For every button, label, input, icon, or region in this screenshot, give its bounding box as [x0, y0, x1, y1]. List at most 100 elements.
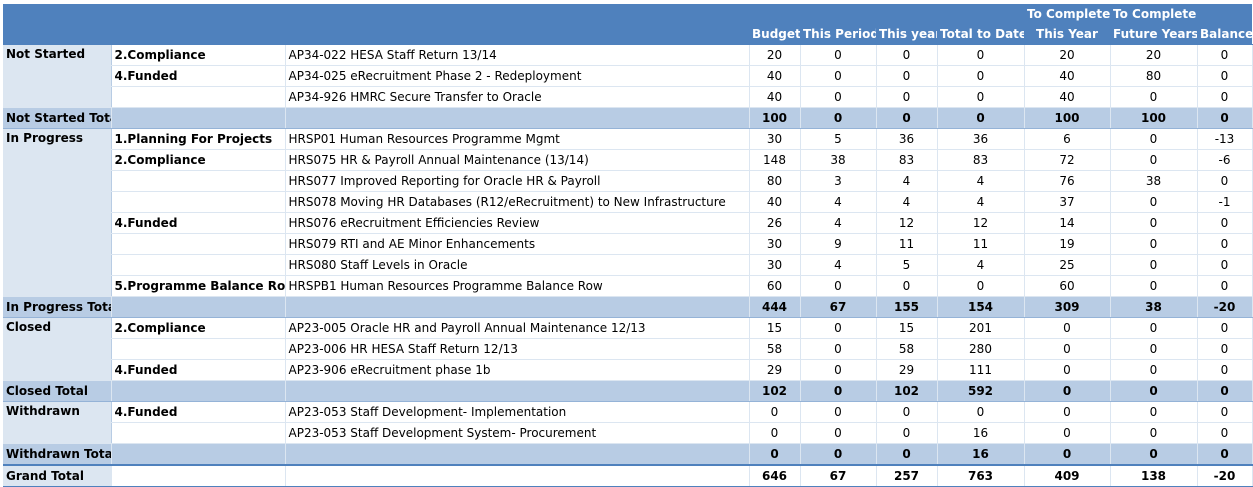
to-complete-this-year-cell[interactable]: 60: [1023, 275, 1111, 297]
this-period-cell[interactable]: 3: [799, 170, 877, 192]
this-period-cell[interactable]: 4: [799, 254, 877, 276]
balance-cell[interactable]: -20: [1196, 296, 1253, 318]
status-cell[interactable]: [3, 212, 112, 234]
to-complete-this-year-cell[interactable]: 0: [1023, 380, 1111, 402]
total-to-date-cell[interactable]: 16: [936, 422, 1025, 444]
budget-cell[interactable]: 40: [748, 65, 801, 87]
total-to-date-cell[interactable]: 12: [936, 212, 1025, 234]
balance-cell[interactable]: -1: [1196, 191, 1253, 213]
project-cell[interactable]: AP23-006 HR HESA Staff Return 12/13: [285, 338, 750, 360]
to-complete-this-year-cell[interactable]: 72: [1023, 149, 1111, 171]
status-cell[interactable]: Withdrawn: [3, 401, 112, 423]
category-cell[interactable]: [111, 191, 286, 213]
to-complete-future-years-cell[interactable]: 0: [1109, 317, 1198, 339]
category-cell[interactable]: [111, 296, 286, 318]
total-to-date-cell[interactable]: 201: [936, 317, 1025, 339]
to-complete-this-year-cell[interactable]: 40: [1023, 86, 1111, 108]
total-to-date-cell[interactable]: 36: [936, 128, 1025, 150]
category-cell[interactable]: [111, 464, 286, 487]
this-year-cell[interactable]: 15: [875, 317, 938, 339]
to-complete-future-years-cell[interactable]: 0: [1109, 380, 1198, 402]
header-cell[interactable]: [1197, 4, 1252, 24]
this-period-cell[interactable]: 0: [799, 338, 877, 360]
total-to-date-cell[interactable]: 763: [936, 464, 1025, 487]
status-cell[interactable]: [3, 254, 112, 276]
this-period-cell[interactable]: 5: [799, 128, 877, 150]
total-to-date-cell[interactable]: 592: [936, 380, 1025, 402]
balance-cell[interactable]: -13: [1196, 128, 1253, 150]
budget-cell[interactable]: 0: [748, 443, 801, 466]
header-to-complete-future-years[interactable]: Future Years: [1110, 24, 1197, 45]
project-cell[interactable]: HRS080 Staff Levels in Oracle: [285, 254, 750, 276]
project-cell[interactable]: AP34-926 HMRC Secure Transfer to Oracle: [285, 86, 750, 108]
project-cell[interactable]: AP23-053 Staff Development System- Procu…: [285, 422, 750, 444]
status-cell[interactable]: Withdrawn Total: [3, 443, 112, 466]
budget-cell[interactable]: 148: [748, 149, 801, 171]
balance-cell[interactable]: 0: [1196, 275, 1253, 297]
project-cell[interactable]: [285, 296, 750, 318]
total-to-date-cell[interactable]: 111: [936, 359, 1025, 381]
header-to-complete-this-year-line1[interactable]: To Complete: [1024, 4, 1110, 24]
project-cell[interactable]: HRS077 Improved Reporting for Oracle HR …: [285, 170, 750, 192]
this-period-cell[interactable]: 9: [799, 233, 877, 255]
budget-cell[interactable]: 100: [748, 107, 801, 129]
header-cell[interactable]: [3, 4, 111, 24]
to-complete-this-year-cell[interactable]: 19: [1023, 233, 1111, 255]
total-to-date-cell[interactable]: 0: [936, 65, 1025, 87]
balance-cell[interactable]: 0: [1196, 212, 1253, 234]
to-complete-future-years-cell[interactable]: 38: [1109, 170, 1198, 192]
to-complete-future-years-cell[interactable]: 0: [1109, 275, 1198, 297]
this-year-cell[interactable]: 4: [875, 170, 938, 192]
header-total-to-date[interactable]: Total to Date: [937, 24, 1024, 45]
balance-cell[interactable]: -20: [1196, 464, 1253, 487]
this-year-cell[interactable]: 0: [875, 86, 938, 108]
status-cell[interactable]: Not Started: [3, 44, 112, 66]
this-period-cell[interactable]: 0: [799, 86, 877, 108]
budget-cell[interactable]: 102: [748, 380, 801, 402]
this-period-cell[interactable]: 67: [799, 296, 877, 318]
project-cell[interactable]: AP23-906 eRecruitment phase 1b: [285, 359, 750, 381]
to-complete-future-years-cell[interactable]: 0: [1109, 128, 1198, 150]
project-cell[interactable]: AP23-053 Staff Development- Implementati…: [285, 401, 750, 423]
status-cell[interactable]: In Progress: [3, 128, 112, 150]
total-to-date-cell[interactable]: 0: [936, 44, 1025, 66]
project-cell[interactable]: [285, 464, 750, 487]
balance-cell[interactable]: 0: [1196, 44, 1253, 66]
total-to-date-cell[interactable]: 0: [936, 275, 1025, 297]
to-complete-this-year-cell[interactable]: 76: [1023, 170, 1111, 192]
category-cell[interactable]: [111, 86, 286, 108]
this-year-cell[interactable]: 58: [875, 338, 938, 360]
this-year-cell[interactable]: 0: [875, 443, 938, 466]
status-cell[interactable]: Closed: [3, 317, 112, 339]
total-to-date-cell[interactable]: 4: [936, 170, 1025, 192]
budget-cell[interactable]: 30: [748, 128, 801, 150]
status-cell[interactable]: [3, 170, 112, 192]
project-cell[interactable]: [285, 443, 750, 466]
this-year-cell[interactable]: 102: [875, 380, 938, 402]
budget-cell[interactable]: 58: [748, 338, 801, 360]
this-year-cell[interactable]: 83: [875, 149, 938, 171]
total-to-date-cell[interactable]: 16: [936, 443, 1025, 466]
this-period-cell[interactable]: 38: [799, 149, 877, 171]
status-cell[interactable]: [3, 65, 112, 87]
category-cell[interactable]: 1.Planning For Projects: [111, 128, 286, 150]
category-cell[interactable]: 4.Funded: [111, 212, 286, 234]
budget-cell[interactable]: 0: [748, 422, 801, 444]
this-period-cell[interactable]: 0: [799, 401, 877, 423]
header-cell[interactable]: [111, 4, 285, 24]
to-complete-future-years-cell[interactable]: 0: [1109, 422, 1198, 444]
header-cell[interactable]: [111, 24, 285, 45]
balance-cell[interactable]: 0: [1196, 401, 1253, 423]
to-complete-future-years-cell[interactable]: 0: [1109, 443, 1198, 466]
balance-cell[interactable]: 0: [1196, 233, 1253, 255]
category-cell[interactable]: 4.Funded: [111, 65, 286, 87]
status-cell[interactable]: [3, 275, 112, 297]
project-cell[interactable]: HRS075 HR & Payroll Annual Maintenance (…: [285, 149, 750, 171]
to-complete-future-years-cell[interactable]: 0: [1109, 338, 1198, 360]
to-complete-this-year-cell[interactable]: 309: [1023, 296, 1111, 318]
total-to-date-cell[interactable]: 83: [936, 149, 1025, 171]
to-complete-this-year-cell[interactable]: 25: [1023, 254, 1111, 276]
header-cell[interactable]: [937, 4, 1024, 24]
this-year-cell[interactable]: 257: [875, 464, 938, 487]
this-period-cell[interactable]: 0: [799, 422, 877, 444]
